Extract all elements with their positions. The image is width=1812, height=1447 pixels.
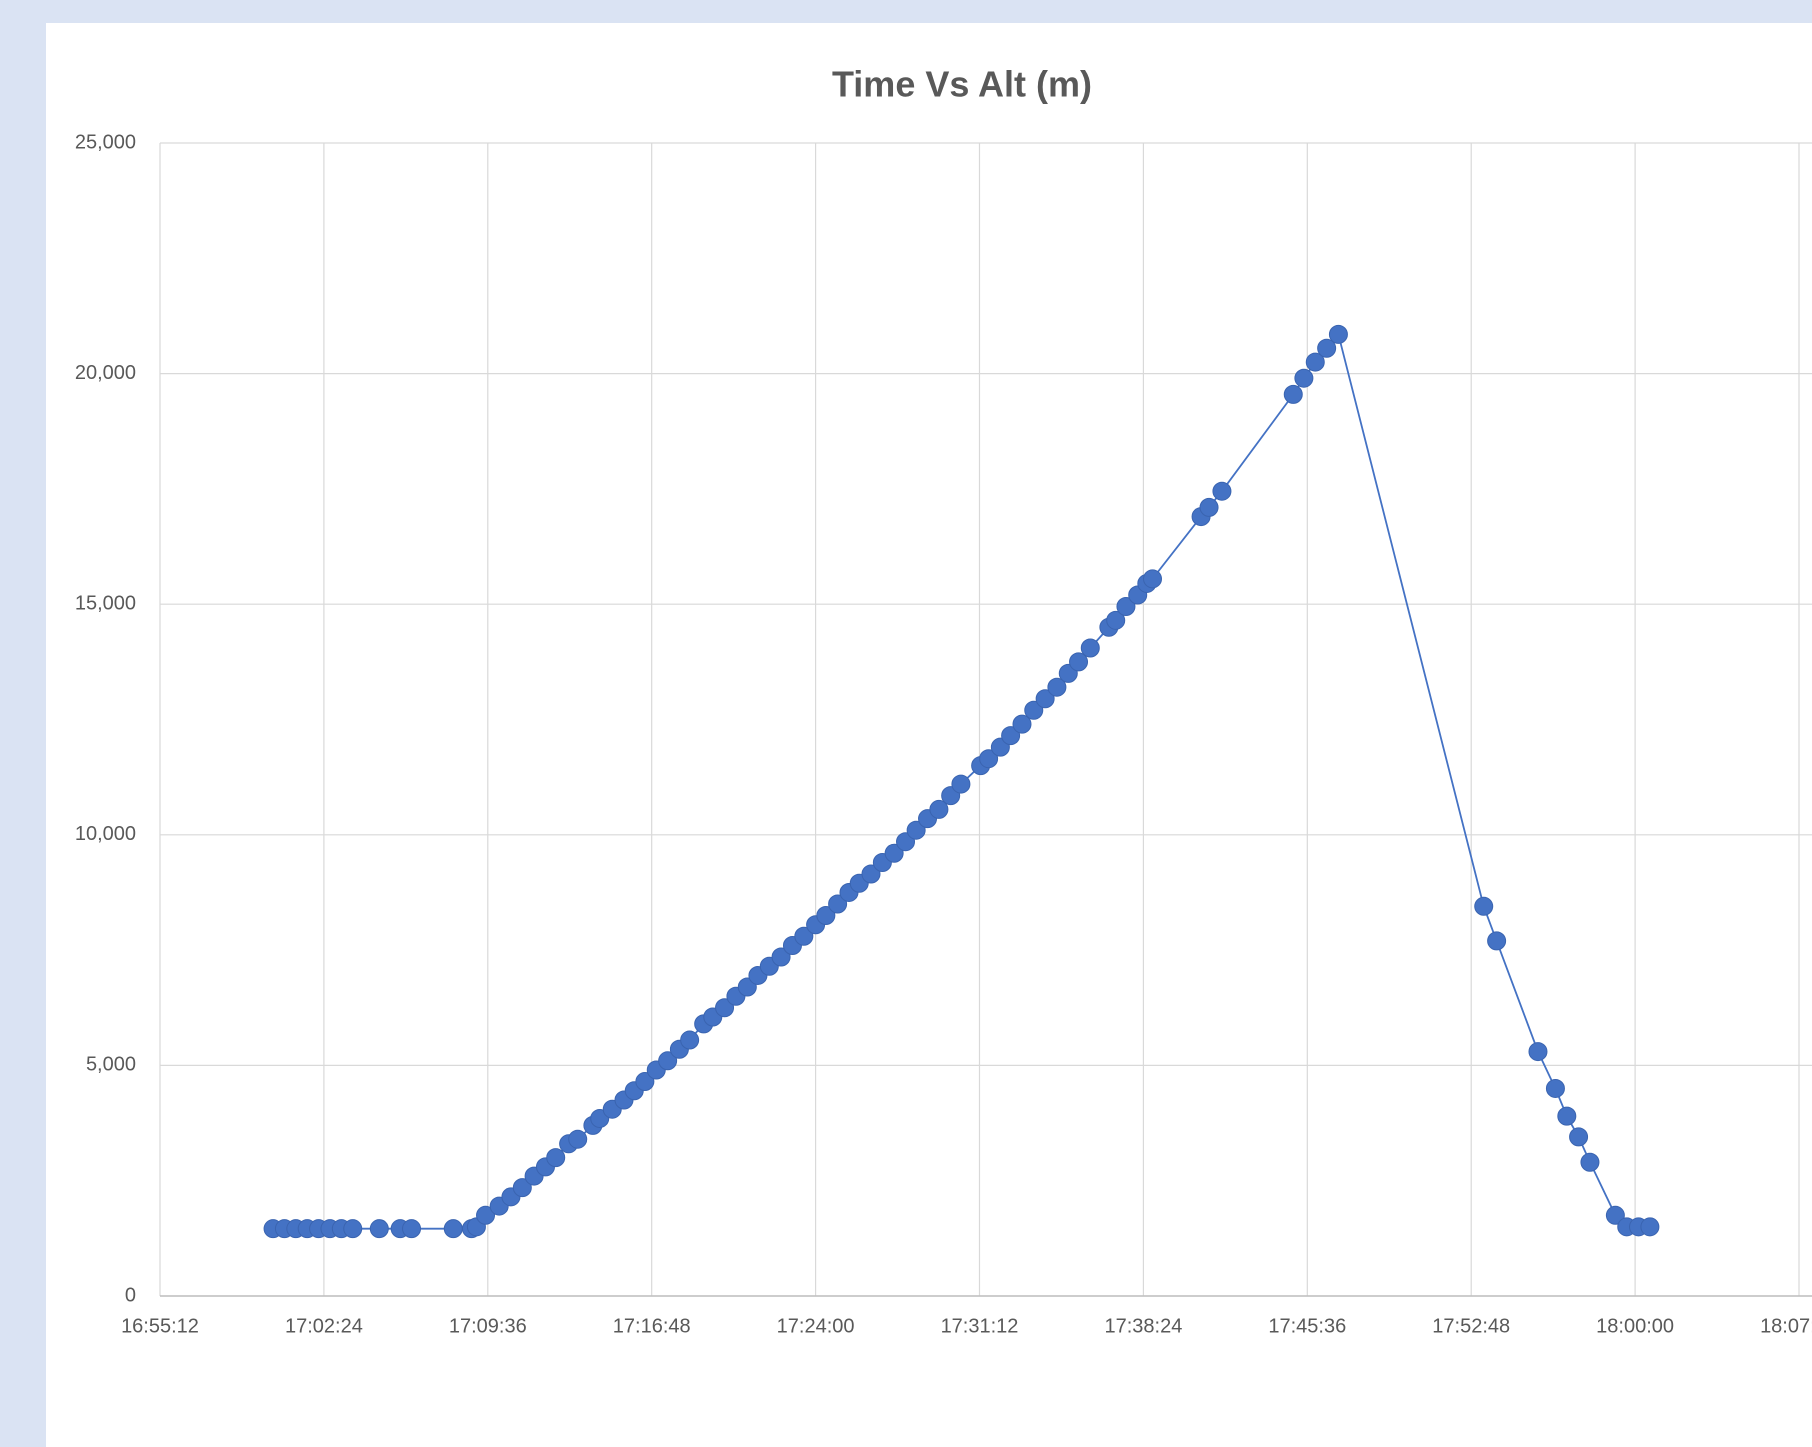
x-tick-label: 17:52:48 <box>1432 1315 1510 1337</box>
marker <box>1474 896 1494 916</box>
marker <box>1294 368 1314 388</box>
marker <box>658 1051 678 1071</box>
marker <box>1605 1205 1625 1225</box>
x-tick-label: 16:55:12 <box>121 1315 199 1337</box>
marker <box>1001 726 1021 746</box>
chart-title: Time Vs Alt (m) <box>832 64 1092 105</box>
marker <box>828 894 848 914</box>
marker <box>1035 689 1055 709</box>
x-tick-label: 18:07:12 <box>1760 1315 1812 1337</box>
marker <box>1047 677 1067 697</box>
marker <box>369 1219 389 1239</box>
y-tick-label: 25,000 <box>75 131 136 153</box>
marker <box>1069 652 1089 672</box>
marker <box>794 926 814 946</box>
marker <box>771 947 791 967</box>
marker <box>929 799 949 819</box>
marker <box>680 1030 700 1050</box>
marker <box>443 1219 463 1239</box>
x-tick-label: 18:00:00 <box>1596 1315 1674 1337</box>
x-tick-label: 17:45:36 <box>1268 1315 1346 1337</box>
marker <box>1116 597 1136 617</box>
marker <box>1317 338 1337 358</box>
marker <box>1580 1152 1600 1172</box>
marker <box>884 843 904 863</box>
marker <box>1080 638 1100 658</box>
marker <box>476 1205 496 1225</box>
marker <box>1106 610 1126 630</box>
marker <box>568 1129 588 1149</box>
marker <box>906 820 926 840</box>
marker <box>635 1072 655 1092</box>
marker <box>1640 1217 1660 1237</box>
x-tick-label: 17:02:24 <box>285 1315 363 1337</box>
x-tick-label: 17:09:36 <box>449 1315 527 1337</box>
marker <box>715 998 735 1018</box>
marker <box>1024 700 1044 720</box>
marker <box>951 774 971 794</box>
marker <box>512 1178 532 1198</box>
marker <box>546 1148 566 1168</box>
marker <box>1143 569 1163 589</box>
marker <box>1557 1106 1577 1126</box>
marker <box>343 1219 363 1239</box>
y-tick-label: 5,000 <box>86 1054 136 1076</box>
x-tick-label: 17:24:00 <box>777 1315 855 1337</box>
marker <box>816 906 836 926</box>
y-tick-label: 15,000 <box>75 592 136 614</box>
x-tick-label: 17:16:48 <box>613 1315 691 1337</box>
marker <box>1212 481 1232 501</box>
marker <box>1199 497 1219 517</box>
marker <box>1305 352 1325 372</box>
y-tick-label: 20,000 <box>75 362 136 384</box>
marker <box>979 749 999 769</box>
marker <box>1328 324 1348 344</box>
x-tick-label: 17:38:24 <box>1104 1315 1182 1337</box>
marker <box>1545 1078 1565 1098</box>
y-tick-label: 10,000 <box>75 823 136 845</box>
marker <box>861 864 881 884</box>
y-tick-label: 0 <box>125 1284 136 1306</box>
marker <box>1283 384 1303 404</box>
marker <box>402 1219 422 1239</box>
x-tick-label: 17:31:12 <box>941 1315 1019 1337</box>
chart-area <box>46 23 1812 1447</box>
marker <box>1528 1042 1548 1062</box>
marker <box>1569 1127 1589 1147</box>
marker <box>1487 931 1507 951</box>
marker <box>1012 714 1032 734</box>
